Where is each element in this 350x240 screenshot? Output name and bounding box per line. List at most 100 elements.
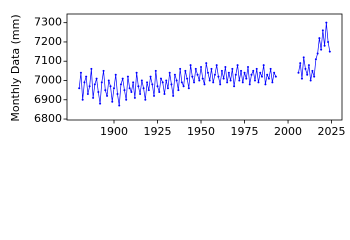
data-point — [78, 87, 81, 90]
data-point — [200, 66, 203, 68]
y-axis-label: Monthly Data (mm) — [9, 14, 22, 121]
data-point — [147, 89, 150, 92]
data-point — [253, 79, 256, 82]
x-tick-label: 2025 — [318, 125, 346, 138]
data-point — [327, 40, 330, 43]
data-point — [271, 81, 274, 84]
data-point — [250, 73, 253, 76]
data-point — [260, 75, 263, 78]
data-point — [262, 64, 265, 67]
data-point — [266, 73, 269, 76]
data-point — [193, 81, 196, 84]
data-point — [243, 71, 246, 74]
data-point — [194, 67, 197, 70]
plot-frame — [66, 13, 343, 121]
data-point — [299, 62, 302, 65]
data-point — [93, 83, 96, 86]
data-point — [269, 67, 272, 70]
data-point — [182, 85, 185, 88]
data-point — [219, 83, 222, 86]
data-point — [111, 100, 114, 103]
data-point — [220, 69, 223, 72]
x-tick-label: 1975 — [231, 125, 259, 138]
data-point — [119, 83, 122, 86]
data-point — [100, 81, 103, 84]
data-point — [95, 77, 98, 80]
data-point — [168, 71, 171, 74]
data-point — [140, 79, 143, 82]
data-point — [191, 75, 194, 78]
data-point — [116, 92, 119, 95]
data-point — [259, 71, 262, 74]
data-point — [245, 77, 248, 80]
data-point — [247, 66, 250, 68]
data-point — [208, 79, 211, 82]
data-point — [234, 73, 237, 76]
data-point — [114, 73, 117, 76]
data-point — [175, 79, 178, 82]
data-point — [267, 77, 270, 80]
data-point — [83, 81, 86, 84]
data-point — [97, 91, 100, 94]
data-point — [128, 87, 131, 90]
data-point — [300, 77, 303, 80]
data-point — [318, 37, 321, 40]
data-point — [184, 69, 187, 72]
data-point — [227, 71, 230, 74]
data-point — [201, 77, 204, 80]
data-point — [179, 67, 182, 70]
data-point — [233, 85, 236, 88]
y-tick-label: 7300 — [34, 16, 62, 29]
data-point — [257, 81, 260, 84]
data-point — [125, 98, 128, 101]
data-point — [102, 69, 105, 72]
data-point — [186, 77, 189, 80]
y-tick-label: 6800 — [34, 112, 62, 125]
data-point — [161, 81, 164, 84]
x-tick-label: 2000 — [274, 125, 302, 138]
data-point — [187, 87, 190, 90]
data-point — [112, 87, 115, 90]
data-point — [104, 89, 107, 92]
data-point — [212, 81, 215, 84]
data-point — [314, 58, 317, 61]
data-point — [123, 89, 126, 92]
data-point — [172, 94, 175, 97]
data-point — [170, 83, 173, 86]
data-point — [79, 71, 82, 74]
data-line — [78, 22, 331, 106]
data-point — [92, 96, 95, 99]
data-point — [189, 64, 192, 67]
data-point — [320, 48, 323, 51]
data-point — [153, 94, 156, 97]
data-point — [85, 75, 88, 78]
data-point — [238, 79, 241, 82]
data-point — [222, 77, 225, 80]
data-point — [121, 77, 124, 80]
data-point — [142, 87, 145, 90]
data-point — [325, 21, 328, 24]
data-point — [158, 91, 161, 94]
data-point — [107, 79, 110, 82]
data-point — [215, 64, 218, 67]
y-tick-label: 7100 — [34, 54, 62, 67]
data-point — [90, 67, 93, 70]
data-point — [328, 50, 331, 53]
data-point — [154, 69, 157, 72]
data-point — [316, 52, 319, 55]
data-point — [248, 83, 251, 86]
data-point — [217, 75, 220, 78]
data-point — [304, 67, 307, 70]
data-point — [306, 73, 309, 76]
data-point — [273, 71, 276, 74]
data-point — [205, 62, 208, 65]
data-point — [307, 64, 310, 67]
data-point — [81, 98, 84, 101]
data-point — [302, 56, 305, 59]
x-tick-label: 1925 — [144, 125, 172, 138]
data-point — [264, 83, 267, 86]
data-point — [139, 92, 142, 95]
data-point — [231, 67, 234, 70]
data-point — [88, 85, 91, 88]
y-tick-label: 6900 — [34, 93, 62, 106]
